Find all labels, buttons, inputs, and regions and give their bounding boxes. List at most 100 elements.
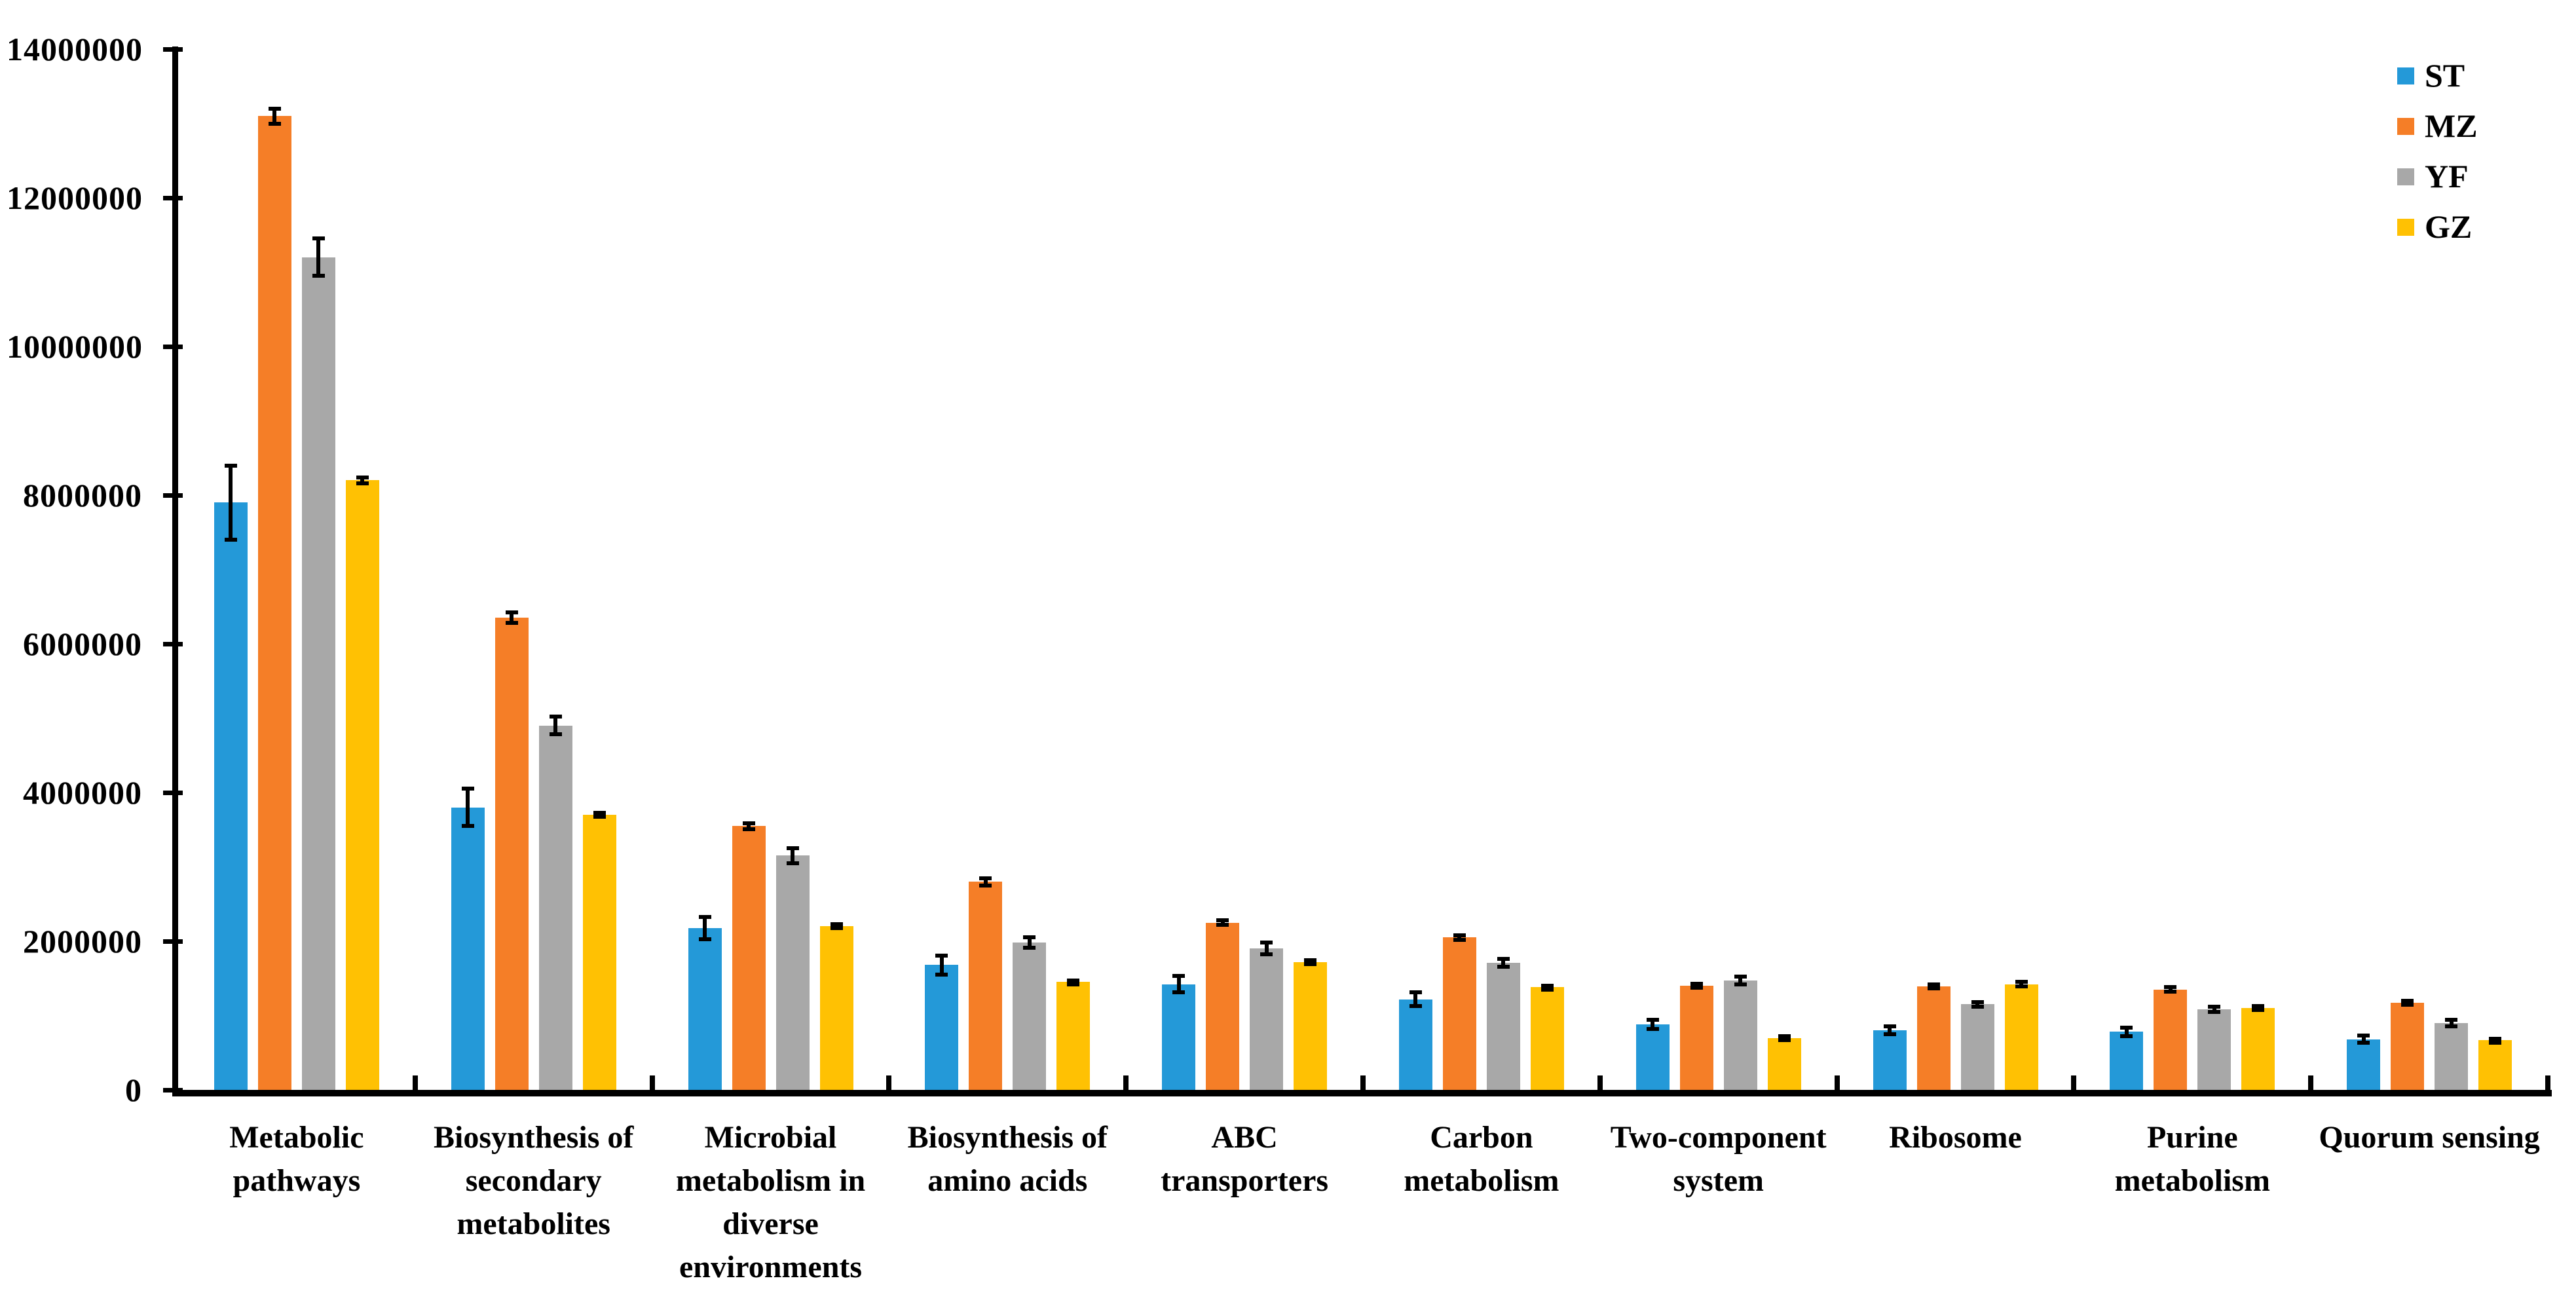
error-cap-top-GZ-ribosome xyxy=(2015,980,2028,984)
error-bar-MZ-biosynthesis-of-secondary-metabolites xyxy=(510,612,514,624)
bar-GZ-two-component-system xyxy=(1767,1037,1801,1090)
x-axis-tick-1 xyxy=(412,1075,418,1096)
bar-MZ-carbon-metabolism xyxy=(1442,937,1476,1090)
y-tick-label-4000000: 4000000 xyxy=(23,774,142,811)
y-axis-tick-0 xyxy=(163,1088,183,1093)
error-cap-top-ST-ribosome xyxy=(1883,1024,1896,1028)
error-cap-bottom-GZ-biosynthesis-of-amino-acids xyxy=(1067,982,1080,986)
y-axis-tick-6000000 xyxy=(163,642,183,646)
error-cap-bottom-YF-two-component-system xyxy=(1734,982,1747,986)
error-cap-bottom-YF-purine-metabolism xyxy=(2208,1010,2221,1015)
error-bar-YF-two-component-system xyxy=(1738,977,1743,984)
error-cap-bottom-YF-biosynthesis-of-amino-acids xyxy=(1023,946,1036,950)
category-label-ribosome: Ribosome xyxy=(1889,1120,2022,1155)
error-cap-bottom-ST-ribosome xyxy=(1883,1032,1896,1037)
y-tick-label-12000000: 12000000 xyxy=(7,179,143,216)
error-cap-top-YF-quorum-sensing xyxy=(2445,1017,2458,1022)
error-cap-top-GZ-microbial-metabolism-in-diverse-environments xyxy=(830,922,843,927)
legend-item-ST: ST xyxy=(2397,57,2478,94)
legend-label-GZ: GZ xyxy=(2425,208,2473,245)
bar-ST-two-component-system xyxy=(1635,1024,1670,1090)
error-cap-bottom-MZ-biosynthesis-of-amino-acids xyxy=(979,883,992,887)
category-label-carbon-metabolism: Carbon metabolism xyxy=(1404,1120,1559,1198)
error-cap-bottom-YF-microbial-metabolism-in-diverse-environments xyxy=(786,861,799,865)
error-cap-top-ST-biosynthesis-of-secondary-metabolites xyxy=(461,787,474,791)
legend-swatch-ST xyxy=(2397,67,2414,84)
error-bar-ST-ribosome xyxy=(1888,1026,1892,1035)
bar-ST-ribosome xyxy=(1873,1030,1907,1090)
error-cap-bottom-ST-two-component-system xyxy=(1646,1026,1659,1031)
x-axis-tick-4 xyxy=(1123,1075,1129,1096)
error-cap-bottom-YF-carbon-metabolism xyxy=(1497,964,1510,969)
error-cap-bottom-ST-carbon-metabolism xyxy=(1409,1003,1422,1008)
error-cap-bottom-MZ-two-component-system xyxy=(1690,986,1703,990)
error-cap-top-YF-metabolic-pathways xyxy=(312,236,325,241)
bar-GZ-ribosome xyxy=(2004,984,2038,1090)
error-bar-YF-quorum-sensing xyxy=(2449,1019,2454,1026)
error-cap-bottom-GZ-metabolic-pathways xyxy=(356,481,369,485)
x-axis-tick-2 xyxy=(649,1075,655,1096)
error-cap-bottom-MZ-biosynthesis-of-secondary-metabolites xyxy=(505,621,518,626)
error-bar-YF-abc-transporters xyxy=(1264,943,1269,955)
error-cap-top-GZ-carbon-metabolism xyxy=(1540,984,1554,988)
error-bar-GZ-biosynthesis-of-secondary-metabolites xyxy=(597,812,602,817)
error-cap-bottom-ST-biosynthesis-of-amino-acids xyxy=(935,973,948,977)
bar-YF-metabolic-pathways xyxy=(301,257,335,1090)
x-axis-tick-3 xyxy=(886,1075,892,1096)
error-cap-bottom-GZ-carbon-metabolism xyxy=(1540,988,1554,992)
error-cap-top-MZ-two-component-system xyxy=(1690,982,1703,986)
error-cap-bottom-YF-biosynthesis-of-secondary-metabolites xyxy=(549,732,562,737)
bar-ST-purine-metabolism xyxy=(2110,1032,2144,1090)
error-cap-top-YF-ribosome xyxy=(1971,999,1984,1004)
error-bar-GZ-metabolic-pathways xyxy=(360,477,365,483)
error-bar-ST-biosynthesis-of-amino-acids xyxy=(939,955,944,975)
error-cap-top-YF-biosynthesis-of-amino-acids xyxy=(1023,935,1036,940)
legend-label-YF: YF xyxy=(2425,158,2469,195)
legend-swatch-GZ xyxy=(2397,218,2414,236)
error-cap-top-YF-biosynthesis-of-secondary-metabolites xyxy=(549,715,562,719)
bar-MZ-quorum-sensing xyxy=(2391,1003,2425,1090)
bar-YF-biosynthesis-of-amino-acids xyxy=(1013,943,1047,1090)
error-bar-YF-biosynthesis-of-secondary-metabolites xyxy=(553,717,558,735)
legend-item-GZ: GZ xyxy=(2397,208,2478,245)
bar-GZ-carbon-metabolism xyxy=(1530,987,1564,1090)
y-axis-tick-10000000 xyxy=(163,345,183,349)
error-bar-ST-purine-metabolism xyxy=(2124,1027,2129,1037)
error-cap-bottom-ST-purine-metabolism xyxy=(2120,1034,2133,1039)
error-cap-top-ST-metabolic-pathways xyxy=(224,463,237,468)
y-tick-label-14000000: 14000000 xyxy=(7,31,143,67)
error-cap-top-GZ-quorum-sensing xyxy=(2489,1036,2502,1041)
error-cap-bottom-GZ-two-component-system xyxy=(1778,1038,1791,1043)
error-cap-top-MZ-ribosome xyxy=(1927,982,1940,987)
y-axis-tick-14000000 xyxy=(163,47,183,52)
bar-YF-two-component-system xyxy=(1723,981,1757,1090)
bar-ST-carbon-metabolism xyxy=(1398,999,1432,1090)
error-cap-bottom-MZ-abc-transporters xyxy=(1216,923,1229,927)
legend-swatch-MZ xyxy=(2397,117,2414,135)
bar-MZ-purine-metabolism xyxy=(2154,989,2188,1090)
error-bar-YF-purine-metabolism xyxy=(2212,1007,2216,1013)
error-cap-bottom-YF-metabolic-pathways xyxy=(312,274,325,278)
error-cap-top-GZ-two-component-system xyxy=(1778,1034,1791,1039)
error-cap-bottom-GZ-ribosome xyxy=(2015,984,2028,989)
error-cap-top-ST-abc-transporters xyxy=(1172,974,1185,979)
legend-item-MZ: MZ xyxy=(2397,109,2478,142)
error-cap-top-YF-microbial-metabolism-in-diverse-environments xyxy=(786,846,799,851)
category-label-abc-transporters: ABC transporters xyxy=(1161,1120,1329,1198)
chart-legend: ST MZ YF GZ xyxy=(2397,57,2478,266)
error-cap-top-GZ-biosynthesis-of-amino-acids xyxy=(1067,978,1080,982)
legend-swatch-YF xyxy=(2397,168,2414,185)
x-axis-tick-8 xyxy=(2071,1075,2077,1096)
bar-MZ-two-component-system xyxy=(1679,986,1713,1090)
error-cap-top-ST-carbon-metabolism xyxy=(1409,990,1422,995)
error-bar-YF-carbon-metabolism xyxy=(1501,959,1506,967)
error-cap-bottom-GZ-microbial-metabolism-in-diverse-environments xyxy=(830,926,843,931)
bar-MZ-abc-transporters xyxy=(1206,922,1240,1090)
error-bar-MZ-purine-metabolism xyxy=(2168,987,2173,992)
legend-label-ST: ST xyxy=(2425,57,2465,94)
bar-MZ-biosynthesis-of-amino-acids xyxy=(969,882,1003,1090)
bar-GZ-metabolic-pathways xyxy=(345,480,379,1090)
error-cap-top-YF-two-component-system xyxy=(1734,975,1747,979)
error-cap-bottom-GZ-biosynthesis-of-secondary-metabolites xyxy=(593,815,606,819)
